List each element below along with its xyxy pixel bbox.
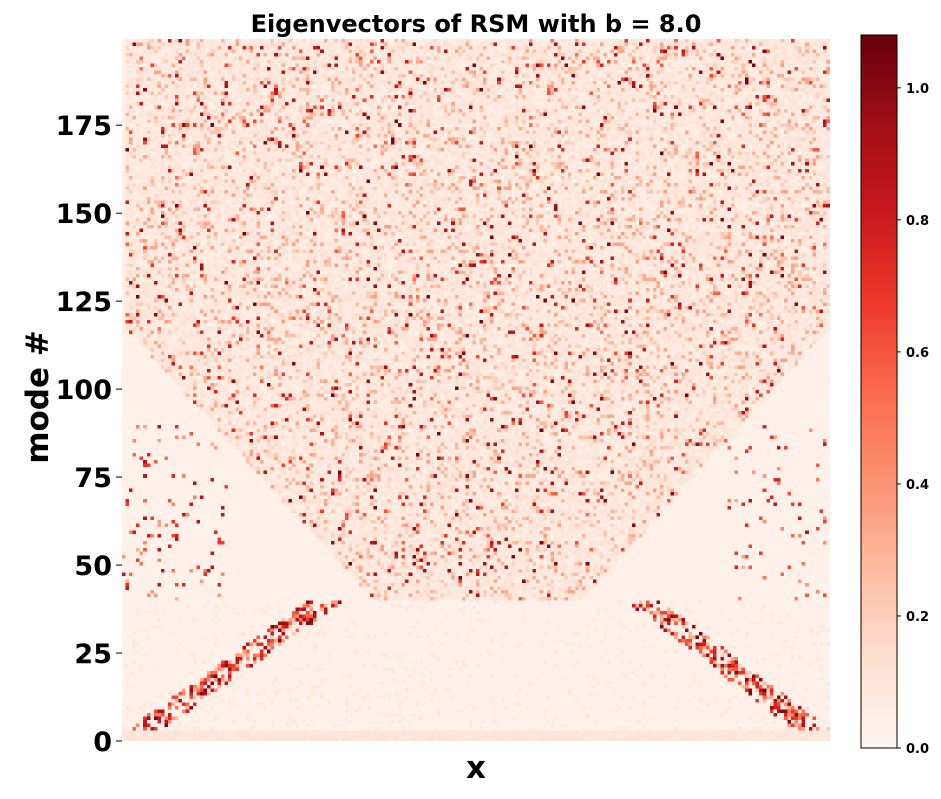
heatmap-cells [122,39,830,741]
colorbar-tick-label: 0.8 [906,214,929,229]
y-tick-label: 150 [56,199,112,230]
x-axis-label: x [466,750,486,786]
colorbar-tick-label: 0.4 [906,478,929,493]
colorbar-tick-label: 1.0 [906,82,929,97]
y-axis-label: mode # [20,330,56,464]
colorbar-tick-label: 0.0 [906,742,929,757]
y-tick-label: 0 [93,727,112,758]
colorbar-tick-label: 0.2 [906,610,929,625]
y-tick-label: 50 [74,551,112,582]
y-axis: 0 25 50 75 100 125 150 175 [56,111,122,758]
y-tick-label: 175 [56,111,112,142]
y-tick-label: 75 [74,463,112,494]
chart-title: Eigenvectors of RSM with b = 8.0 [251,10,702,38]
colorbar-tick-label: 0.6 [906,346,929,361]
colorbar [860,34,898,749]
y-tick-label: 25 [74,639,112,670]
colorbar-gradient [860,34,898,749]
heatmap-area [122,39,830,741]
y-tick-label: 100 [56,375,112,406]
y-tick-label: 125 [56,287,112,318]
colorbar-ticks: 0.0 0.2 0.4 0.6 0.8 1.0 [897,82,929,757]
